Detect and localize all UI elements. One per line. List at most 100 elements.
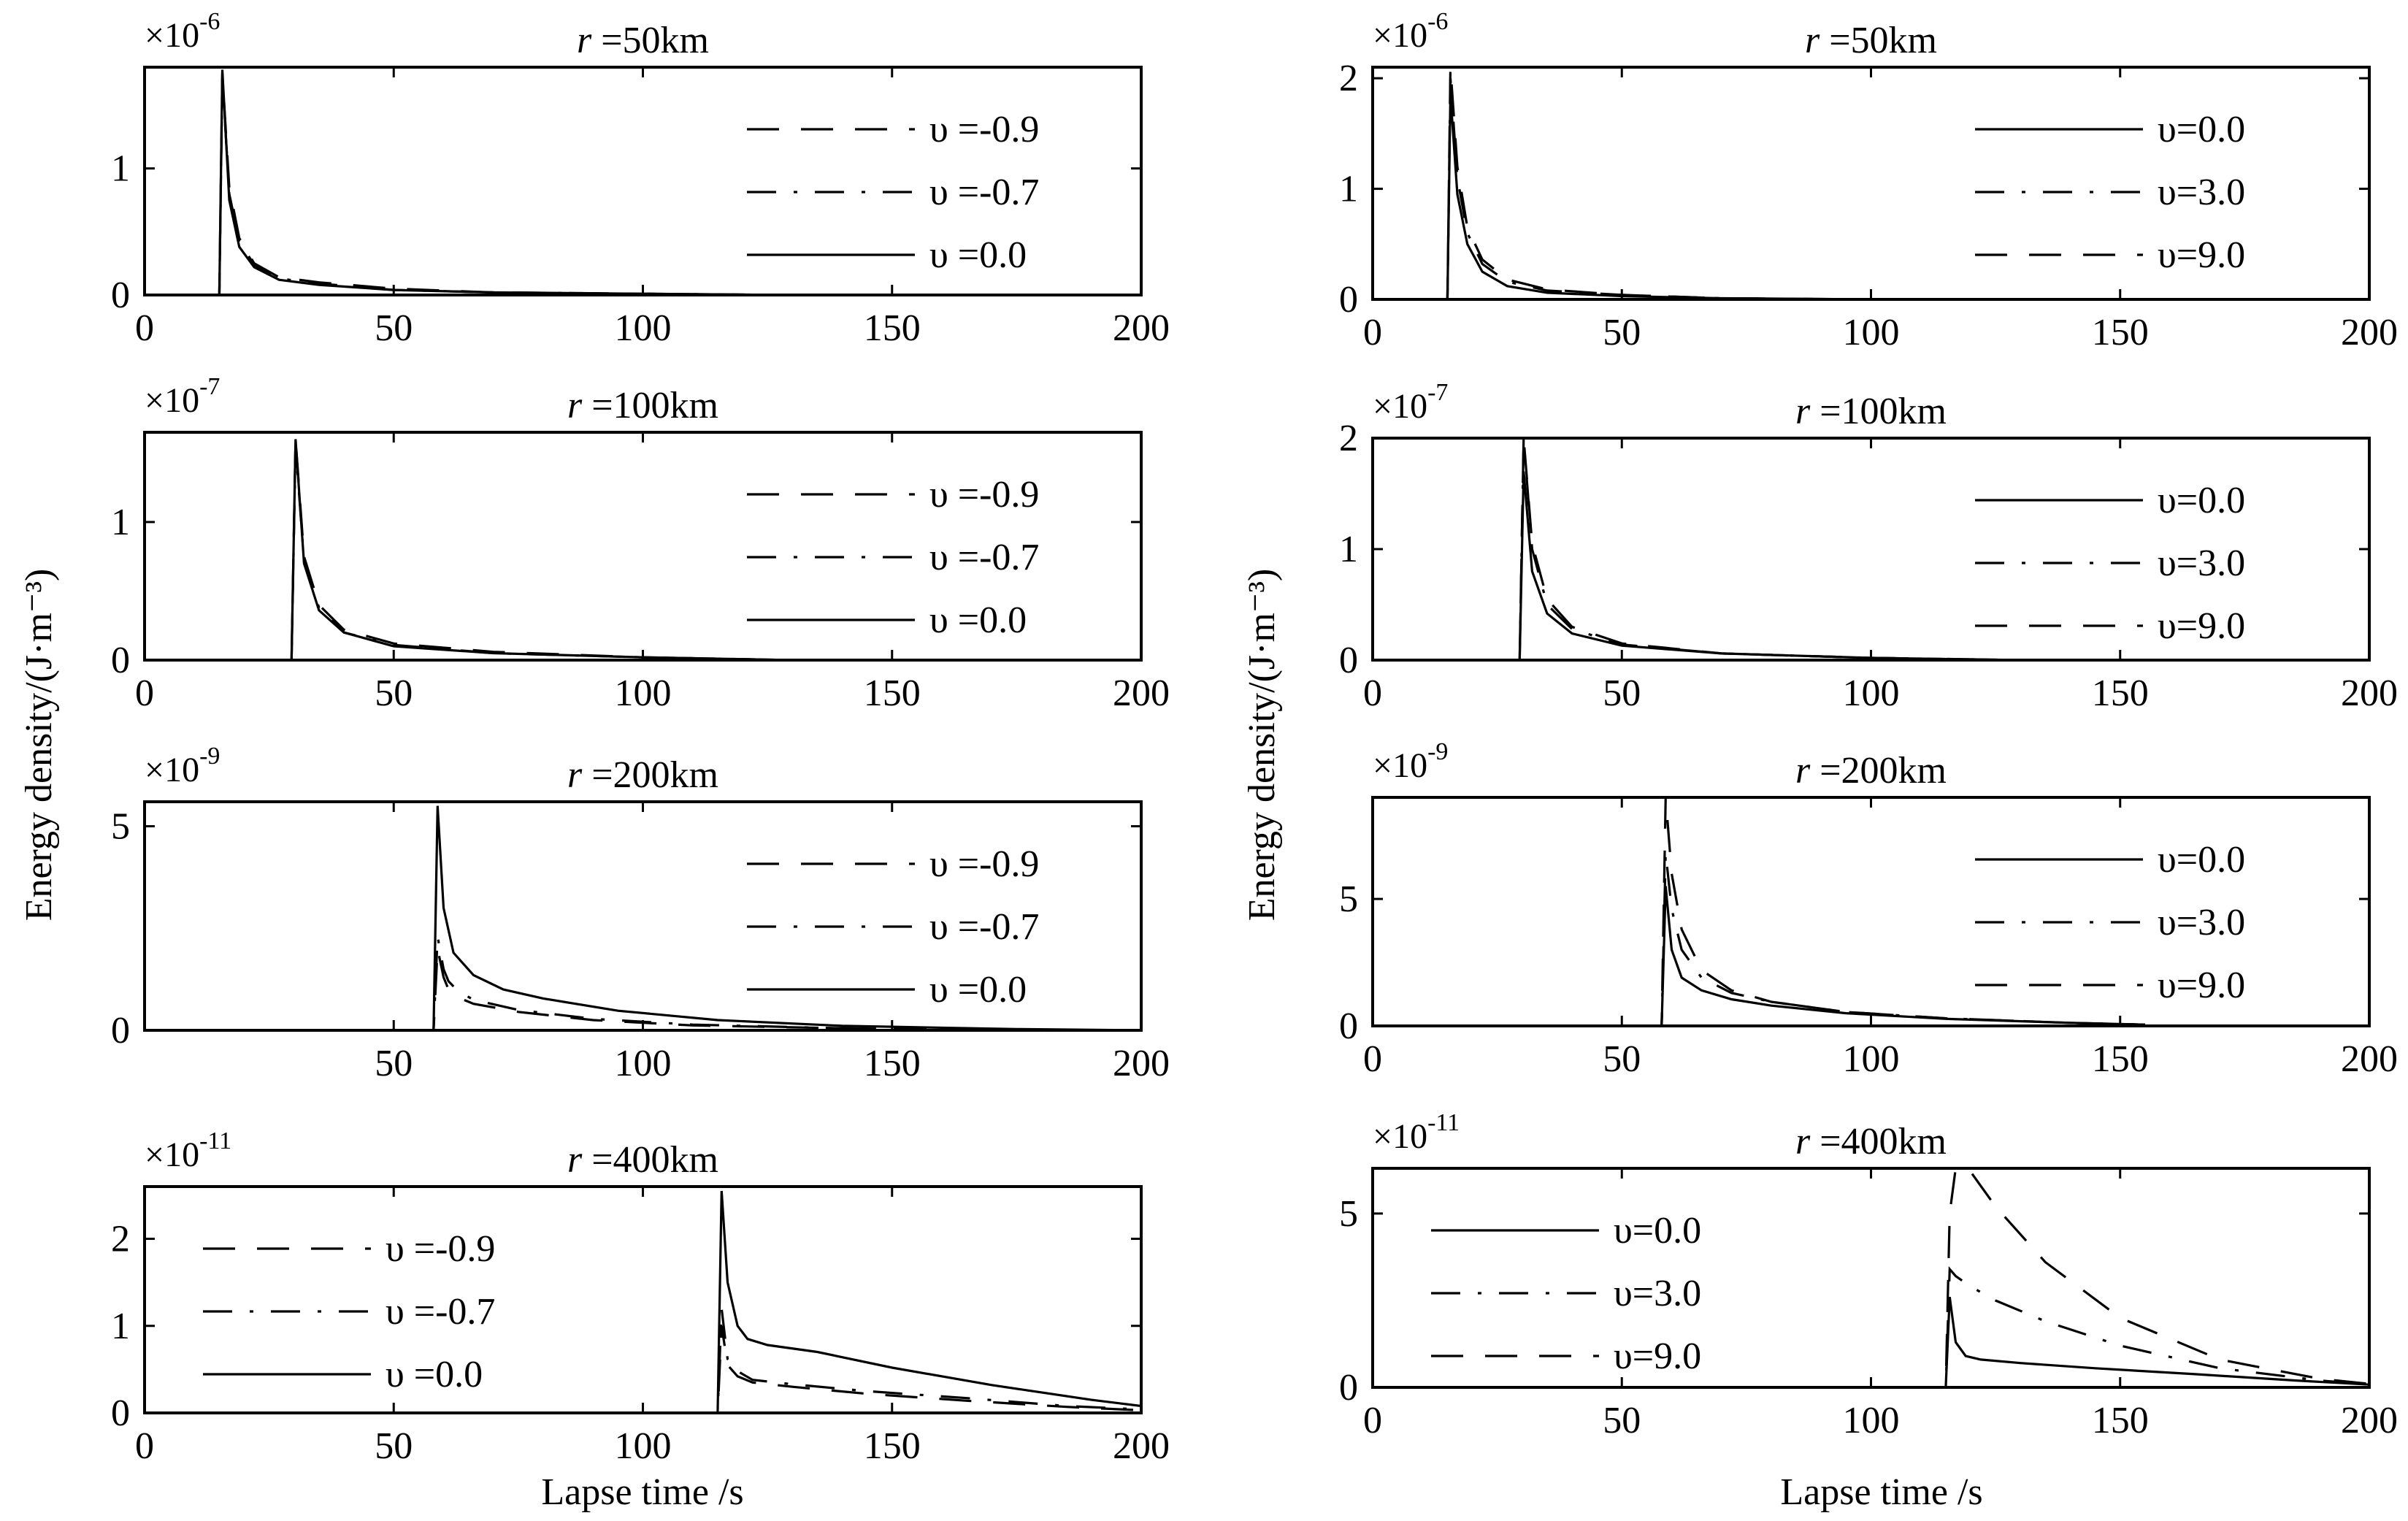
- x-tick-label: 100: [1843, 312, 1900, 353]
- panel-title-distance: =50km: [1820, 20, 1937, 61]
- x-tick-label: 150: [2092, 673, 2149, 714]
- y-multiplier-exponent: -7: [1427, 379, 1448, 406]
- legend-label: υ =0.0: [929, 599, 1027, 641]
- y-tick-label: 5: [1339, 1193, 1358, 1235]
- panel-title-distance: =400km: [582, 1139, 718, 1181]
- legend-label: υ=3.0: [2158, 543, 2245, 584]
- x-axis-label-right: Lapse time /s: [1780, 1471, 1982, 1513]
- x-tick-label: 150: [864, 1425, 921, 1467]
- y-multiplier-label: ×10-7: [1373, 379, 1448, 426]
- x-tick-label: 200: [1113, 1043, 1170, 1084]
- series-line: [145, 1325, 1141, 1413]
- x-tick-label: 0: [1363, 1400, 1382, 1441]
- legend-label: υ=0.0: [2158, 839, 2245, 881]
- y-multiplier-label: ×10-11: [145, 1127, 231, 1174]
- legend-label: υ =0.0: [386, 1354, 483, 1395]
- legend: υ =-0.9 υ =-0.7 υ =0.0: [747, 474, 1039, 641]
- legend: υ=0.0 υ=3.0 υ=9.0: [1975, 109, 2245, 276]
- x-tick-label: 50: [1603, 673, 1641, 714]
- series-line: [1373, 438, 2021, 660]
- panel-title: r =400km: [1795, 1121, 1947, 1162]
- panel-title-variable: r: [577, 20, 592, 61]
- legend-label: υ=0.0: [2158, 480, 2245, 521]
- series-line: [1373, 1296, 2369, 1387]
- legend-label: υ=9.0: [1614, 1336, 1701, 1377]
- legend-label: υ=0.0: [1614, 1210, 1701, 1252]
- series-line: [1373, 797, 2145, 1026]
- y-tick-label: 0: [1339, 279, 1358, 321]
- legend: υ =-0.9 υ =-0.7 υ =0.0: [203, 1228, 495, 1395]
- legend-label: υ =-0.7: [929, 906, 1039, 948]
- y-multiplier-exponent: -11: [1427, 1109, 1460, 1136]
- x-tick-label: 0: [135, 1425, 154, 1467]
- y-multiplier-exponent: -6: [199, 8, 220, 35]
- panel-title-variable: r: [1795, 391, 1811, 432]
- x-tick-label: 50: [375, 307, 413, 349]
- legend-label: υ =0.0: [929, 969, 1027, 1011]
- y-tick-label: 1: [111, 502, 130, 543]
- x-tick-label: 50: [1603, 1400, 1641, 1441]
- y-multiplier-label: ×10-6: [145, 8, 220, 55]
- y-tick-label: 5: [111, 806, 130, 848]
- y-tick-label: 0: [111, 640, 130, 681]
- series-line: [1373, 1168, 2369, 1387]
- panel-title: r =200km: [567, 754, 718, 796]
- series-line: [1373, 853, 2145, 1026]
- x-tick-label: 50: [1603, 312, 1641, 353]
- y-multiplier-label: ×10-9: [1373, 738, 1448, 785]
- y-tick-label: 0: [1339, 1005, 1358, 1047]
- panel-title-distance: =100km: [582, 385, 718, 426]
- legend: υ=0.0 υ=3.0 υ=9.0: [1975, 480, 2245, 647]
- y-multiplier-label: ×10-11: [1373, 1109, 1460, 1156]
- x-tick-label: 100: [1843, 1400, 1900, 1441]
- legend-label: υ=3.0: [1614, 1273, 1701, 1314]
- panel-title-variable: r: [1795, 1121, 1811, 1162]
- legend-label: υ=9.0: [2158, 965, 2245, 1006]
- chart-panel-right-r50: 0 50 100 150 200 0 1 2 ×10-6 r =50km υ=0.0 υ=3.0 υ=9…: [1339, 8, 2398, 353]
- y-multiplier-exponent: -9: [1427, 738, 1448, 765]
- series-line: [145, 445, 793, 660]
- legend-label: υ =-0.7: [929, 537, 1039, 578]
- legend: υ=0.0 υ=3.0 υ=9.0: [1431, 1210, 1701, 1377]
- panel-title: r =100km: [567, 385, 718, 426]
- y-tick-label: 0: [1339, 1367, 1358, 1409]
- panel-title-distance: =200km: [582, 754, 718, 796]
- series-line: [145, 948, 1017, 1030]
- x-tick-label: 150: [2092, 1038, 2149, 1080]
- legend-label: υ=9.0: [2158, 605, 2245, 647]
- y-tick-label: 0: [111, 1010, 130, 1051]
- x-tick-label: 150: [2092, 1400, 2149, 1441]
- panel-title: r =50km: [577, 20, 709, 61]
- x-tick-label: 100: [615, 307, 672, 349]
- y-tick-label: 2: [111, 1219, 130, 1260]
- chart-panel-right-r200: 0 50 100 150 200 0 5 ×10-9 r =200km υ=0.0 υ=3.0 υ=9…: [1339, 738, 2398, 1080]
- series-line: [1373, 438, 2021, 660]
- series-line: [145, 1190, 1141, 1413]
- panel-title-variable: r: [567, 1139, 583, 1181]
- chart-panel-left-r200: 50 100 150 200 0 5 ×10-9 r =200km υ =-0.9 υ =-0.7…: [111, 743, 1170, 1084]
- x-tick-label: 50: [375, 1043, 413, 1084]
- panel-title-variable: r: [567, 754, 583, 796]
- panel-title: r =400km: [567, 1139, 718, 1181]
- x-tick-label: 200: [2341, 1038, 2398, 1080]
- panel-title-variable: r: [1805, 20, 1820, 61]
- y-tick-label: 0: [111, 1392, 130, 1434]
- y-tick-label: 2: [1339, 58, 1358, 99]
- chart-panel-left-r50: 0 50 100 150 200 0 1 ×10-6 r =50km υ =-0.9 υ =-0.7…: [111, 8, 1170, 349]
- x-tick-label: 100: [615, 673, 672, 714]
- series-line: [145, 77, 793, 295]
- x-tick-label: 50: [1603, 1038, 1641, 1080]
- series-line: [145, 805, 1141, 1030]
- y-axis-label-right: Energy density/(J·m⁻³): [1241, 569, 1283, 922]
- series-line: [145, 69, 793, 295]
- x-tick-label: 0: [1363, 673, 1382, 714]
- plot-frame: [143, 1185, 1143, 1414]
- x-tick-label: 0: [135, 673, 154, 714]
- x-tick-label: 100: [615, 1425, 672, 1467]
- y-multiplier-label: ×10-9: [145, 743, 220, 789]
- y-multiplier-label: ×10-7: [145, 373, 220, 420]
- x-tick-label: 0: [1363, 1038, 1382, 1080]
- x-tick-label: 100: [1843, 673, 1900, 714]
- panel-title: r =50km: [1805, 20, 1937, 61]
